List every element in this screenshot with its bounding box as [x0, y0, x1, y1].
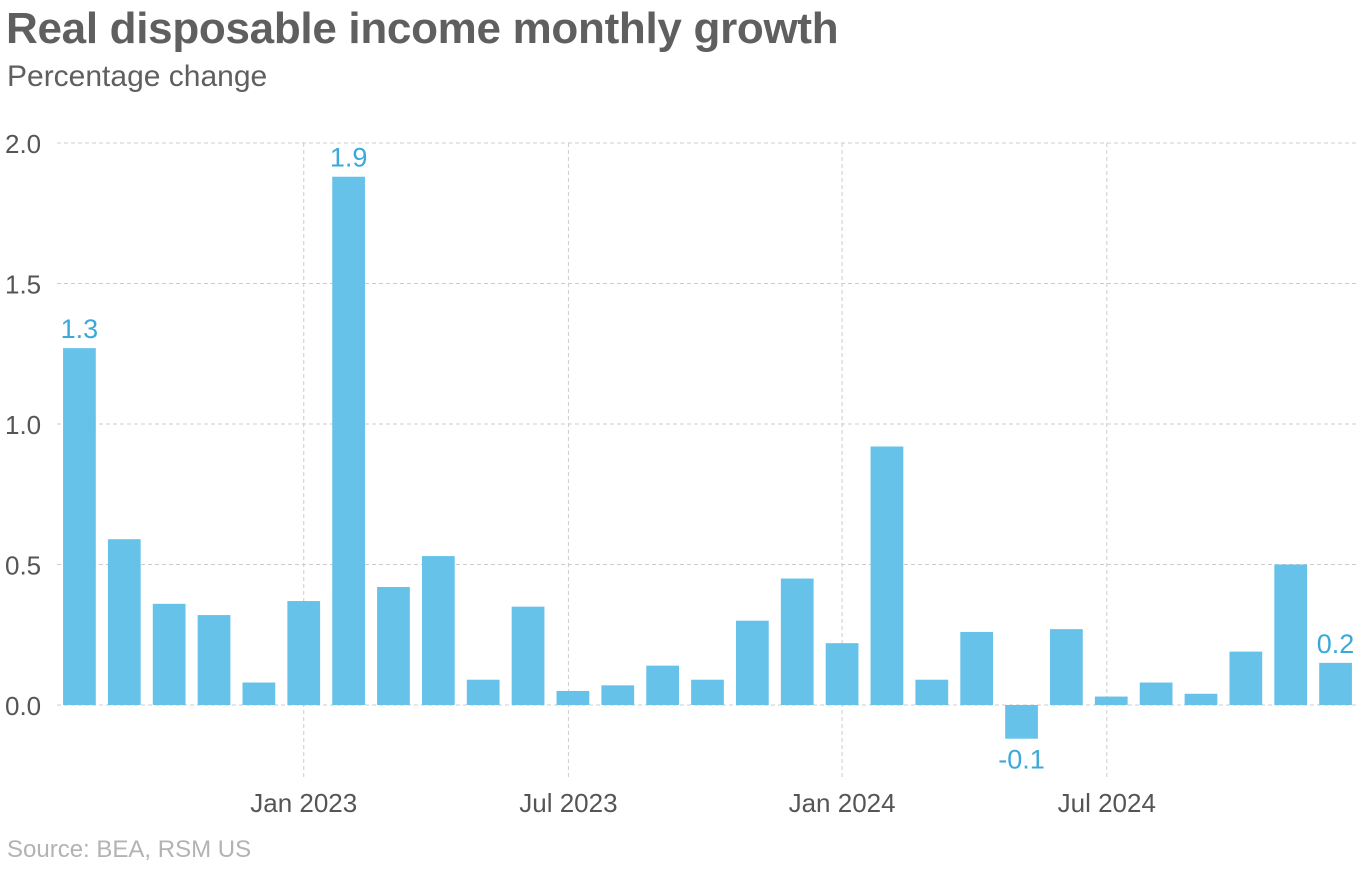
- bar-mar-2024: [915, 679, 949, 705]
- y-tick-label: 0.5: [5, 551, 41, 581]
- bar-apr-2024: [960, 631, 994, 705]
- data-label: 0.2: [1317, 629, 1355, 659]
- bar-sep-2024: [1184, 693, 1218, 705]
- grid-layer: [57, 142, 1358, 780]
- chart-subtitle: Percentage change: [7, 60, 268, 93]
- bar-nov-2023: [735, 620, 769, 705]
- bar-jun-2023: [511, 606, 545, 705]
- x-tick-label: Jan 2024: [789, 788, 896, 818]
- bar-may-2024: [1005, 705, 1038, 739]
- bar-sep-2022: [107, 539, 141, 705]
- bar-aug-2024: [1139, 682, 1173, 705]
- bar-oct-2024: [1229, 651, 1263, 705]
- bar-feb-2023: [332, 176, 365, 706]
- bar-aug-2022: [63, 348, 96, 705]
- bar-oct-2023: [691, 679, 724, 705]
- bar-aug-2023: [601, 685, 635, 705]
- y-tick-label: 1.0: [5, 410, 41, 440]
- bar-jun-2024: [1050, 629, 1083, 705]
- bar-nov-2022: [197, 615, 231, 705]
- bar-apr-2023: [421, 556, 455, 705]
- bar-oct-2022: [152, 603, 186, 705]
- bar-jan-2023: [287, 601, 321, 705]
- bar-nov-2024: [1274, 564, 1308, 705]
- source-note: Source: BEA, RSM US: [7, 836, 252, 863]
- bar-dec-2023: [780, 578, 814, 705]
- data-label: -0.1: [998, 745, 1045, 775]
- bar-feb-2024: [870, 446, 904, 705]
- data-label: 1.9: [330, 143, 368, 173]
- y-tick-label: 0.0: [5, 691, 41, 721]
- bar-dec-2022: [242, 682, 276, 705]
- bar-dec-2024: [1319, 662, 1352, 705]
- bar-jan-2024: [825, 643, 859, 705]
- x-tick-label: Jul 2024: [1058, 788, 1156, 818]
- x-tick-label: Jul 2023: [519, 788, 617, 818]
- chart-title: Real disposable income monthly growth: [6, 4, 839, 53]
- bar-jul-2023: [556, 690, 590, 705]
- bar-may-2023: [466, 679, 500, 705]
- bar-sep-2023: [646, 665, 680, 705]
- bar-jul-2024: [1094, 696, 1128, 705]
- label-layer: 0.0 0.5 1.0 1.5 2.0 Jan 2023 Jul 2023 Jan 2024 J…: [5, 129, 1354, 818]
- y-tick-label: 1.5: [5, 270, 41, 300]
- data-label: 1.3: [61, 314, 99, 344]
- x-tick-label: Jan 2023: [250, 788, 357, 818]
- bar-layer: [63, 176, 1352, 739]
- y-tick-label: 2.0: [5, 129, 41, 159]
- bar-mar-2023: [377, 586, 410, 705]
